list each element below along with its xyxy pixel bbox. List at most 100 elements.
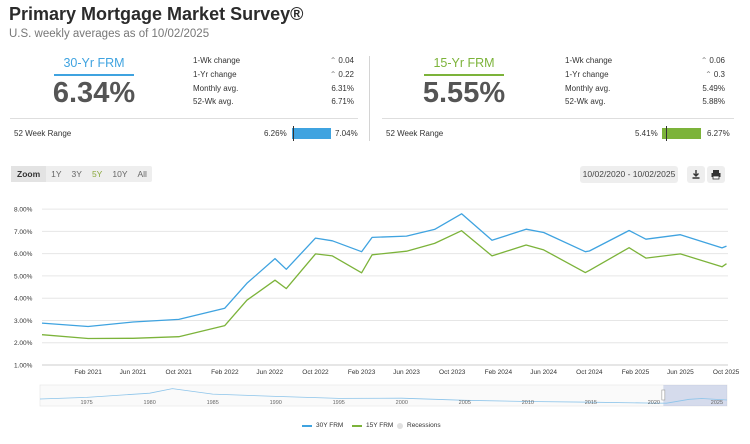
zoom-5y-button[interactable]: 5Y — [91, 169, 103, 179]
stat-label: 1-Yr change — [193, 70, 237, 79]
range-bar-30yr — [292, 128, 331, 139]
stat-value: 6.71% — [331, 97, 354, 106]
range-high-15yr: 6.27% — [707, 129, 730, 138]
download-button[interactable] — [687, 166, 705, 183]
stat-label: 1-Wk change — [565, 56, 613, 65]
x-tick-label: Feb 2022 — [211, 369, 239, 376]
navigator-track — [39, 384, 728, 407]
range-label-15yr: 52 Week Range — [386, 129, 444, 138]
arrow-up-icon: ⌃ — [700, 56, 708, 65]
navigator-tick-label: 2005 — [459, 400, 471, 406]
arrow-up-icon: ⌃ — [705, 70, 712, 79]
y-tick-label: 8.00% — [14, 207, 33, 214]
arrow-up-icon: ⌃ — [329, 70, 337, 79]
x-tick-label: Oct 2023 — [439, 369, 466, 376]
y-axis-ticks: 8.00% 7.00% 6.00% 5.00% 4.00% 3.00% 2.00% 1.00% — [14, 207, 33, 370]
divider — [382, 118, 734, 119]
page-subtitle: U.S. weekly averages as of 10/02/2025 — [9, 28, 210, 40]
x-tick-label: Oct 2022 — [302, 369, 329, 376]
stat-label: 52-Wk avg. — [193, 97, 234, 106]
legend-swatch-recessions — [397, 422, 403, 429]
download-icon — [692, 170, 700, 179]
y-tick-label: 3.00% — [14, 318, 33, 325]
stat-value: ⌃ 0.3 — [705, 70, 725, 79]
panel-divider — [369, 56, 370, 141]
chart-grid — [42, 208, 728, 366]
rate-label-30yr: 30-Yr FRM — [63, 56, 125, 70]
date-range-picker[interactable]: 10/02/2020 - 10/02/2025 — [580, 166, 678, 183]
navigator-tick-label: 1985 — [207, 400, 219, 406]
x-tick-label: Oct 2021 — [166, 369, 193, 376]
legend-item-recessions[interactable]: Recessions — [397, 422, 441, 429]
stat-label: 1-Wk change — [193, 56, 241, 65]
navigator-tick-label: 2025 — [711, 400, 723, 406]
y-tick-label: 5.00% — [14, 273, 33, 280]
rate-label-15yr: 15-Yr FRM — [433, 56, 495, 70]
series-line-30y-frm — [41, 213, 727, 328]
navigator-tick-label: 1980 — [144, 400, 156, 406]
x-tick-label: Jun 2022 — [256, 369, 283, 376]
stat-label: Monthly avg. — [193, 84, 239, 93]
range-bar-15yr — [662, 128, 701, 139]
chart-series — [41, 213, 727, 340]
zoom-bar: Zoom 1Y 3Y 5Y 10Y All — [11, 166, 152, 182]
x-tick-label: Jun 2025 — [667, 369, 694, 376]
navigator-tick-label: 1975 — [81, 400, 93, 406]
stat-label: 52-Wk avg. — [565, 97, 606, 106]
zoom-10y-button[interactable]: 10Y — [112, 169, 128, 179]
navigator-handle-left — [661, 389, 666, 401]
range-low-15yr: 5.41% — [635, 129, 658, 138]
x-tick-label: Oct 2024 — [576, 369, 603, 376]
stat-value: 5.88% — [702, 97, 725, 106]
print-button[interactable] — [707, 166, 725, 183]
x-tick-label: Jun 2023 — [393, 369, 420, 376]
series-line-15y-frm — [41, 230, 727, 340]
stat-value: ⌃ 0.04 — [329, 56, 354, 65]
navigator-tick-label: 2000 — [396, 400, 408, 406]
x-tick-label: Feb 2024 — [485, 369, 513, 376]
stat-label: Monthly avg. — [565, 84, 611, 93]
rate-value-30yr: 6.34% — [52, 77, 136, 109]
navigator-tick-label: 1990 — [270, 400, 282, 406]
y-tick-label: 1.00% — [14, 363, 33, 370]
x-tick-label: Feb 2021 — [74, 369, 102, 376]
x-tick-label: Feb 2025 — [622, 369, 650, 376]
range-label-30yr: 52 Week Range — [14, 129, 72, 138]
stat-value: ⌃ 0.22 — [329, 70, 354, 79]
stat-value: ⌃ 0.06 — [700, 56, 725, 65]
navigator-tick-label: 2020 — [648, 400, 660, 406]
navigator-line — [39, 388, 728, 404]
y-tick-label: 4.00% — [14, 296, 33, 303]
x-tick-label: Feb 2023 — [348, 369, 376, 376]
legend-swatch-30y — [302, 424, 312, 427]
zoom-1y-button[interactable]: 1Y — [51, 169, 62, 179]
range-navigator: 1975 1980 1985 1990 1995 2000 2005 2010 2015 2020… — [39, 384, 728, 407]
stat-value: 5.49% — [702, 84, 725, 93]
page-title: Primary Mortgage Market Survey® — [9, 4, 304, 24]
printer-icon — [711, 170, 721, 180]
stat-label: 1-Yr change — [565, 70, 609, 79]
navigator-tick-label: 2015 — [585, 400, 597, 406]
navigator-tick-label: 2010 — [522, 400, 534, 406]
navigator-tick-label: 1995 — [333, 400, 345, 406]
rate-value-15yr: 5.55% — [422, 77, 506, 109]
rate-underline-30yr — [54, 74, 134, 76]
range-marker-15yr — [666, 126, 667, 141]
x-axis-ticks: Feb 2021 Jun 2021 Oct 2021 Feb 2022 Jun 2022… — [74, 369, 739, 376]
range-low-30yr: 6.26% — [264, 129, 287, 138]
range-marker-30yr — [293, 126, 294, 141]
zoom-all-button[interactable]: All — [137, 169, 147, 179]
stat-value: 6.31% — [331, 84, 354, 93]
range-high-30yr: 7.04% — [335, 129, 358, 138]
zoom-label: Zoom — [11, 166, 47, 182]
y-tick-label: 7.00% — [14, 229, 33, 236]
y-tick-label: 2.00% — [14, 340, 33, 347]
legend-item-30y[interactable]: 30Y FRM — [302, 422, 343, 429]
rate-underline-15yr — [424, 74, 504, 76]
legend-item-15y[interactable]: 15Y FRM — [352, 422, 393, 429]
zoom-3y-button[interactable]: 3Y — [71, 169, 82, 179]
divider — [10, 118, 358, 119]
y-tick-label: 6.00% — [14, 251, 33, 258]
x-tick-label: Jun 2021 — [120, 369, 147, 376]
